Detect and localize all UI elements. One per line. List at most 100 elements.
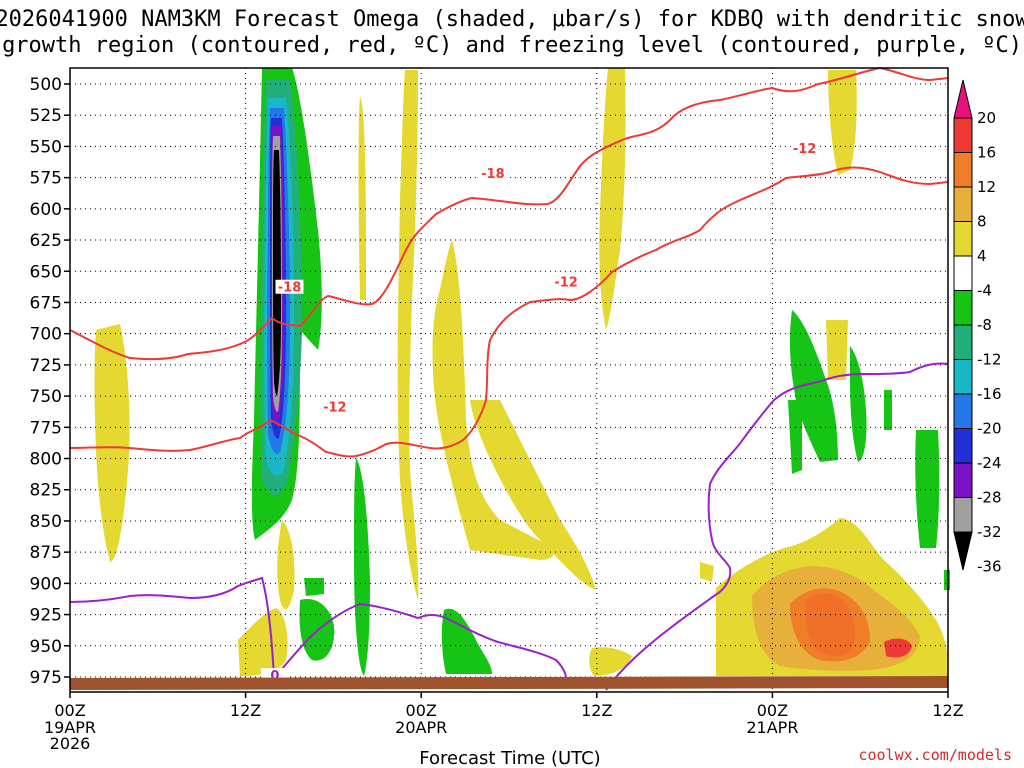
colorbar-label-9: -20	[977, 420, 1002, 438]
y-tick-label-775: 775	[30, 418, 62, 438]
contour-label-3: -18	[278, 281, 302, 296]
colorbar-segment-2	[953, 152, 973, 188]
axes: 500 525 550 575 600 625 650 675 700 725 750 775 800 8…	[30, 67, 964, 753]
y-tick-label-650: 650	[30, 262, 62, 282]
omega-red-spot	[884, 638, 912, 658]
x-tick-sublabel-24-0: 20APR	[395, 718, 447, 737]
y-tick-label-625: 625	[30, 231, 62, 251]
y-tick-label-850: 850	[30, 512, 62, 532]
colorbar-label-4: 4	[977, 247, 987, 265]
y-tick-label-950: 950	[30, 637, 62, 657]
omega-yellow-2	[358, 96, 366, 300]
x-axis-label: Forecast Time (UTC)	[419, 748, 600, 768]
y-tick-label-550: 550	[30, 137, 62, 157]
colorbar-segment-1	[953, 117, 973, 153]
plot-frame	[69, 67, 949, 693]
colorbar-label-11: -28	[977, 489, 1002, 507]
x-tick-sublabel-0-0: 19APR	[44, 718, 96, 737]
colorbar-label-7: -12	[977, 351, 1002, 369]
chart-title-line2: growth region (contoured, red, ºC) and f…	[2, 33, 1022, 58]
x-tick-sublabel-0-1: 2026	[50, 734, 91, 753]
colorbar-label-5: -4	[977, 282, 992, 300]
omega-green-4	[354, 458, 370, 676]
omega-yellow-8	[826, 320, 848, 380]
x-tick-sublabel-48-0: 21APR	[746, 718, 798, 737]
contour-label-bg-2	[790, 141, 819, 156]
x-tick-label-24: 00Z	[406, 701, 437, 720]
colorbar-label-6: -8	[977, 316, 992, 334]
y-tick-label-750: 750	[30, 387, 62, 407]
y-tick-label-875: 875	[30, 543, 62, 563]
contour-label-1: -12	[554, 276, 578, 291]
grid-lines	[70, 68, 948, 692]
colorbar-top-arrow	[953, 79, 973, 119]
omega-orange-core	[805, 593, 855, 657]
x-tick-label-12: 12Z	[230, 701, 261, 720]
colorbar-segment-10	[953, 428, 973, 464]
colorbar-segment-9	[953, 393, 973, 429]
colorbar-label-8: -16	[977, 385, 1002, 403]
colorbar-label-3: 8	[977, 213, 987, 231]
freezing-level-contour-1	[69, 576, 275, 679]
colorbar-segment-5	[953, 255, 973, 291]
colorbar-label-1: 16	[977, 144, 996, 162]
contour-label-bg-0	[478, 166, 507, 181]
colorbar-label-13: -36	[977, 558, 1002, 576]
omega-yellow-7	[828, 70, 857, 175]
freezing-level-contour-3	[605, 362, 949, 691]
contour-label-0: -18	[481, 167, 505, 182]
colorbar-label-10: -24	[977, 454, 1002, 472]
omega-shading	[94, 68, 950, 676]
colorbar-segment-3	[953, 186, 973, 222]
omega-green-9	[884, 390, 892, 430]
y-tick-label-800: 800	[30, 450, 62, 470]
y-tick-label-525: 525	[30, 106, 62, 126]
omega-black-core	[273, 150, 281, 396]
x-tick-label-36: 12Z	[581, 701, 612, 720]
y-tick-label-900: 900	[30, 574, 62, 594]
omega-yellow-1	[94, 324, 130, 562]
colorbar-bottom-arrow	[953, 531, 973, 571]
credit-text: coolwx.com/models	[858, 746, 1012, 764]
contour-label-4: -12	[323, 401, 347, 416]
omega-yellow-12	[700, 562, 714, 582]
omega-yellow-3	[397, 70, 419, 600]
colorbar-segment-12	[953, 497, 973, 533]
colorbar-label-0: 20	[977, 109, 996, 127]
colorbar-segment-11	[953, 462, 973, 498]
dgz-contour-1	[69, 66, 949, 361]
terrain-band	[70, 676, 948, 690]
y-tick-label-675: 675	[30, 293, 62, 313]
omega-green-5	[441, 608, 492, 674]
contour-label-bg-3	[275, 279, 304, 294]
y-tick-label-975: 975	[30, 668, 62, 688]
x-tick-label-60: 12Z	[932, 701, 963, 720]
colorbar-segment-4	[953, 221, 973, 257]
y-tick-label-725: 725	[30, 356, 62, 376]
y-tick-label-575: 575	[30, 169, 62, 189]
dgz-contour-2	[69, 166, 949, 458]
omega-green-10	[915, 430, 940, 548]
x-tick-label-0: 00Z	[54, 701, 85, 720]
colorbar-segment-8	[953, 359, 973, 395]
colorbar-segment-7	[953, 324, 973, 360]
omega-green-6	[789, 310, 838, 462]
y-tick-label-925: 925	[30, 606, 62, 626]
contour-label-bg-1	[552, 274, 581, 289]
colorbar: 20 16 12 8 4 -4 -8 -12 -16 -20 -24 -28 -32 -36	[953, 79, 1002, 576]
colorbar-label-12: -32	[977, 523, 1002, 541]
omega-green-7	[850, 346, 867, 462]
omega-yellow-9	[238, 608, 288, 676]
omega-yellow-10	[277, 520, 295, 610]
omega-yellow-4	[432, 240, 554, 560]
contour-label-2: -12	[793, 142, 817, 157]
contour-label-5: 0	[270, 669, 279, 684]
omega-yellow-5	[470, 400, 596, 590]
chart-title-line1: 2026041900 NAM3KM Forecast Omega (shaded…	[0, 7, 1024, 32]
omega-green-3	[304, 578, 324, 596]
x-tick-label-48: 00Z	[757, 701, 788, 720]
contour-label-bg-4	[320, 399, 349, 414]
omega-yellow-11	[589, 647, 632, 676]
omega-green-8	[788, 400, 802, 474]
